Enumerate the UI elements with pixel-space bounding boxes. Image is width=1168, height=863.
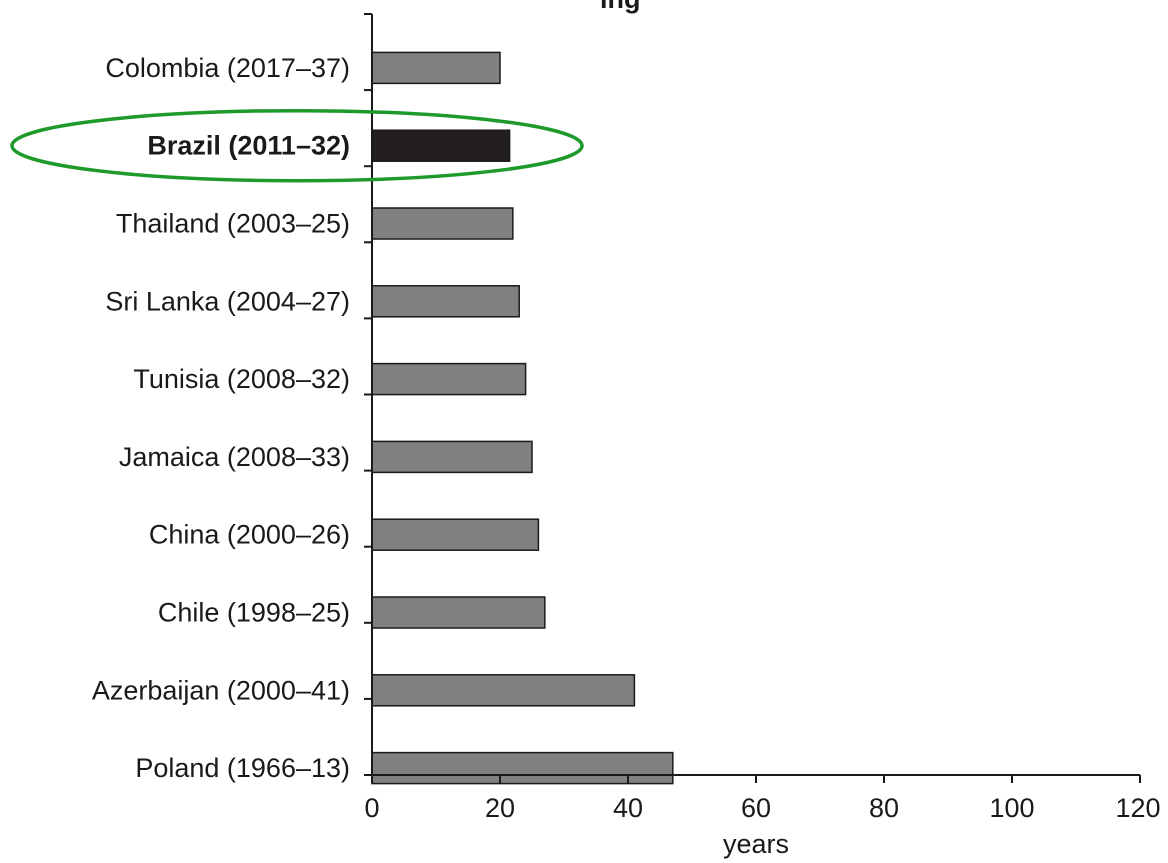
- bar-thailand: [371, 207, 514, 240]
- x-tick-label: 0: [364, 793, 379, 823]
- category-label-china: China (2000–26): [149, 520, 350, 550]
- bar-chile: [371, 596, 546, 629]
- bar-colombia: [371, 51, 501, 85]
- axes-group: [364, 13, 1141, 783]
- category-label-brazil: Brazil (2011–32): [147, 131, 350, 161]
- x-tick-label: 100: [989, 793, 1034, 823]
- category-label-poland: Poland (1966–13): [135, 753, 350, 783]
- highlight-ellipse: [10, 108, 584, 183]
- bar-brazil: [371, 129, 511, 162]
- category-label-colombia: Colombia (2017–37): [105, 53, 350, 83]
- category-label-jamaica: Jamaica (2008–33): [119, 442, 350, 472]
- category-label-thailand: Thailand (2003–25): [116, 209, 350, 239]
- bar-azerbaijan: [371, 674, 636, 707]
- category-label-chile: Chile (1998–25): [158, 598, 350, 628]
- x-axis-label: years: [723, 829, 789, 859]
- x-tick-label: 120: [1115, 793, 1160, 823]
- x-tick-label: 80: [869, 793, 899, 823]
- bar-china: [371, 518, 540, 551]
- category-label-azerbaijan: Azerbaijan (2000–41): [92, 675, 350, 705]
- bar-sri: [371, 285, 520, 318]
- category-label-tunisia: Tunisia (2008–32): [133, 364, 350, 394]
- x-tick-label: 40: [613, 793, 643, 823]
- x-tick-label: 20: [485, 793, 515, 823]
- bar-tunisia: [371, 362, 527, 396]
- category-labels-group: Colombia (2017–37) Brazil (2011–32) Thaila…: [92, 53, 350, 783]
- category-label-sri: Sri Lanka (2004–27): [105, 286, 350, 316]
- x-tick-labels-group: 0 20 40 60 80 100 120: [364, 793, 1160, 823]
- x-tick-label: 60: [741, 793, 771, 823]
- chart-title-fragment: ing: [600, 0, 641, 14]
- bars-group: [371, 51, 674, 785]
- bar-jamaica: [371, 440, 533, 474]
